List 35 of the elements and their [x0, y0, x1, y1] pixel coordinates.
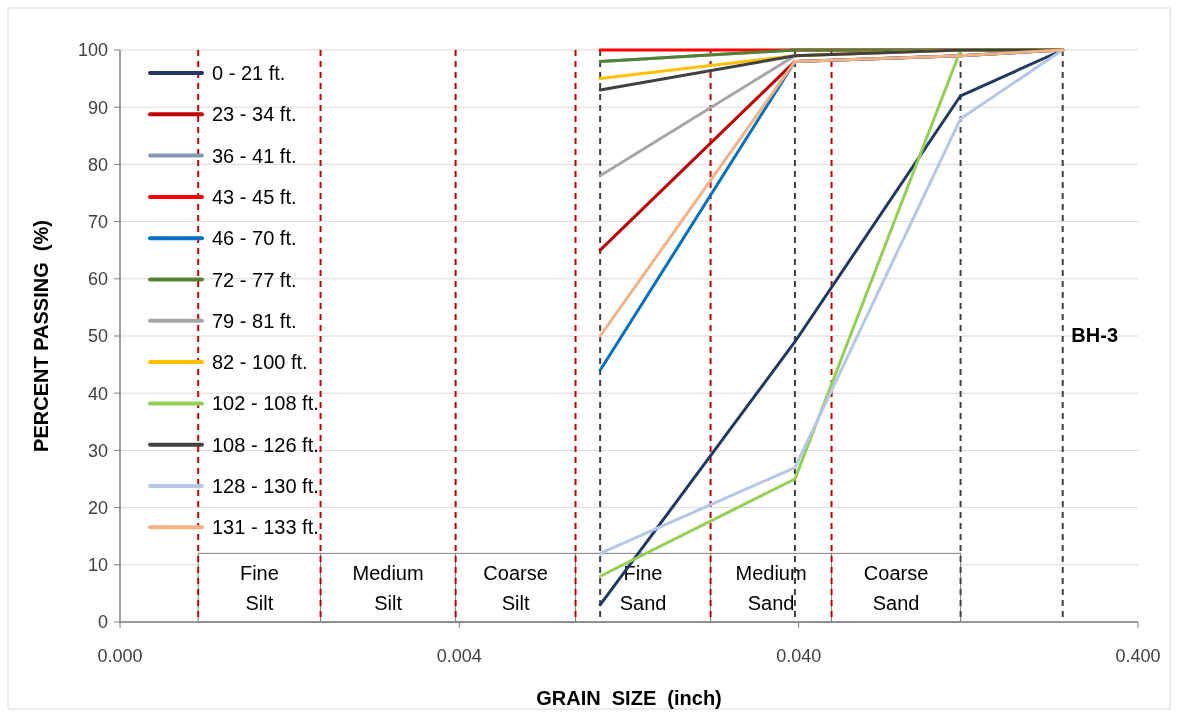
- legend-label: 108 - 126 ft.: [212, 433, 319, 456]
- band-label: Coarse Silt: [483, 562, 548, 615]
- legend-label: 128 - 130 ft.: [212, 475, 319, 497]
- legend-label: 0 - 21 ft.: [212, 62, 286, 84]
- y-tick-label: 60: [87, 269, 108, 290]
- band-label: Medium Sand: [735, 562, 807, 615]
- y-tick-label: 80: [87, 154, 108, 175]
- y-tick-label: 30: [87, 440, 108, 461]
- x-tick-label: 0.000: [97, 646, 143, 666]
- x-tick-label: 0.400: [1115, 646, 1161, 666]
- y-tick-label: 10: [87, 555, 108, 576]
- legend-label: 72 - 77 ft.: [212, 268, 297, 291]
- y-tick-label: 90: [87, 97, 108, 118]
- y-tick-label: 100: [77, 40, 108, 61]
- legend-label: 23 - 34 ft.: [212, 103, 297, 126]
- x-tick-label: 0.004: [436, 646, 482, 666]
- y-tick-label: 50: [87, 326, 108, 347]
- x-axis-title: GRAIN SIZE (inch): [536, 687, 722, 709]
- legend-label: 36 - 41 ft.: [212, 144, 297, 167]
- legend-label: 43 - 45 ft.: [212, 185, 297, 208]
- x-tick-label: 0.040: [776, 646, 822, 666]
- y-tick-label: 70: [87, 211, 108, 232]
- legend-label: 46 - 70 ft.: [212, 227, 297, 250]
- y-tick-label: 40: [87, 383, 108, 404]
- band-label: Coarse Sand: [863, 562, 929, 615]
- legend-label: 102 - 108 ft.: [212, 392, 319, 415]
- band-label: Fine Silt: [239, 562, 279, 615]
- y-tick-label: 0: [97, 612, 108, 633]
- annotation: BH-3: [1071, 324, 1118, 346]
- band-label: Medium Silt: [352, 562, 424, 615]
- legend-label: 79 - 81 ft.: [212, 309, 297, 332]
- legend-label: 131 - 133 ft.: [212, 516, 319, 539]
- y-axis-title: PERCENT PASSING (%): [30, 220, 52, 452]
- legend-label: 82 - 100 ft.: [212, 351, 308, 374]
- y-tick-label: 20: [87, 497, 108, 518]
